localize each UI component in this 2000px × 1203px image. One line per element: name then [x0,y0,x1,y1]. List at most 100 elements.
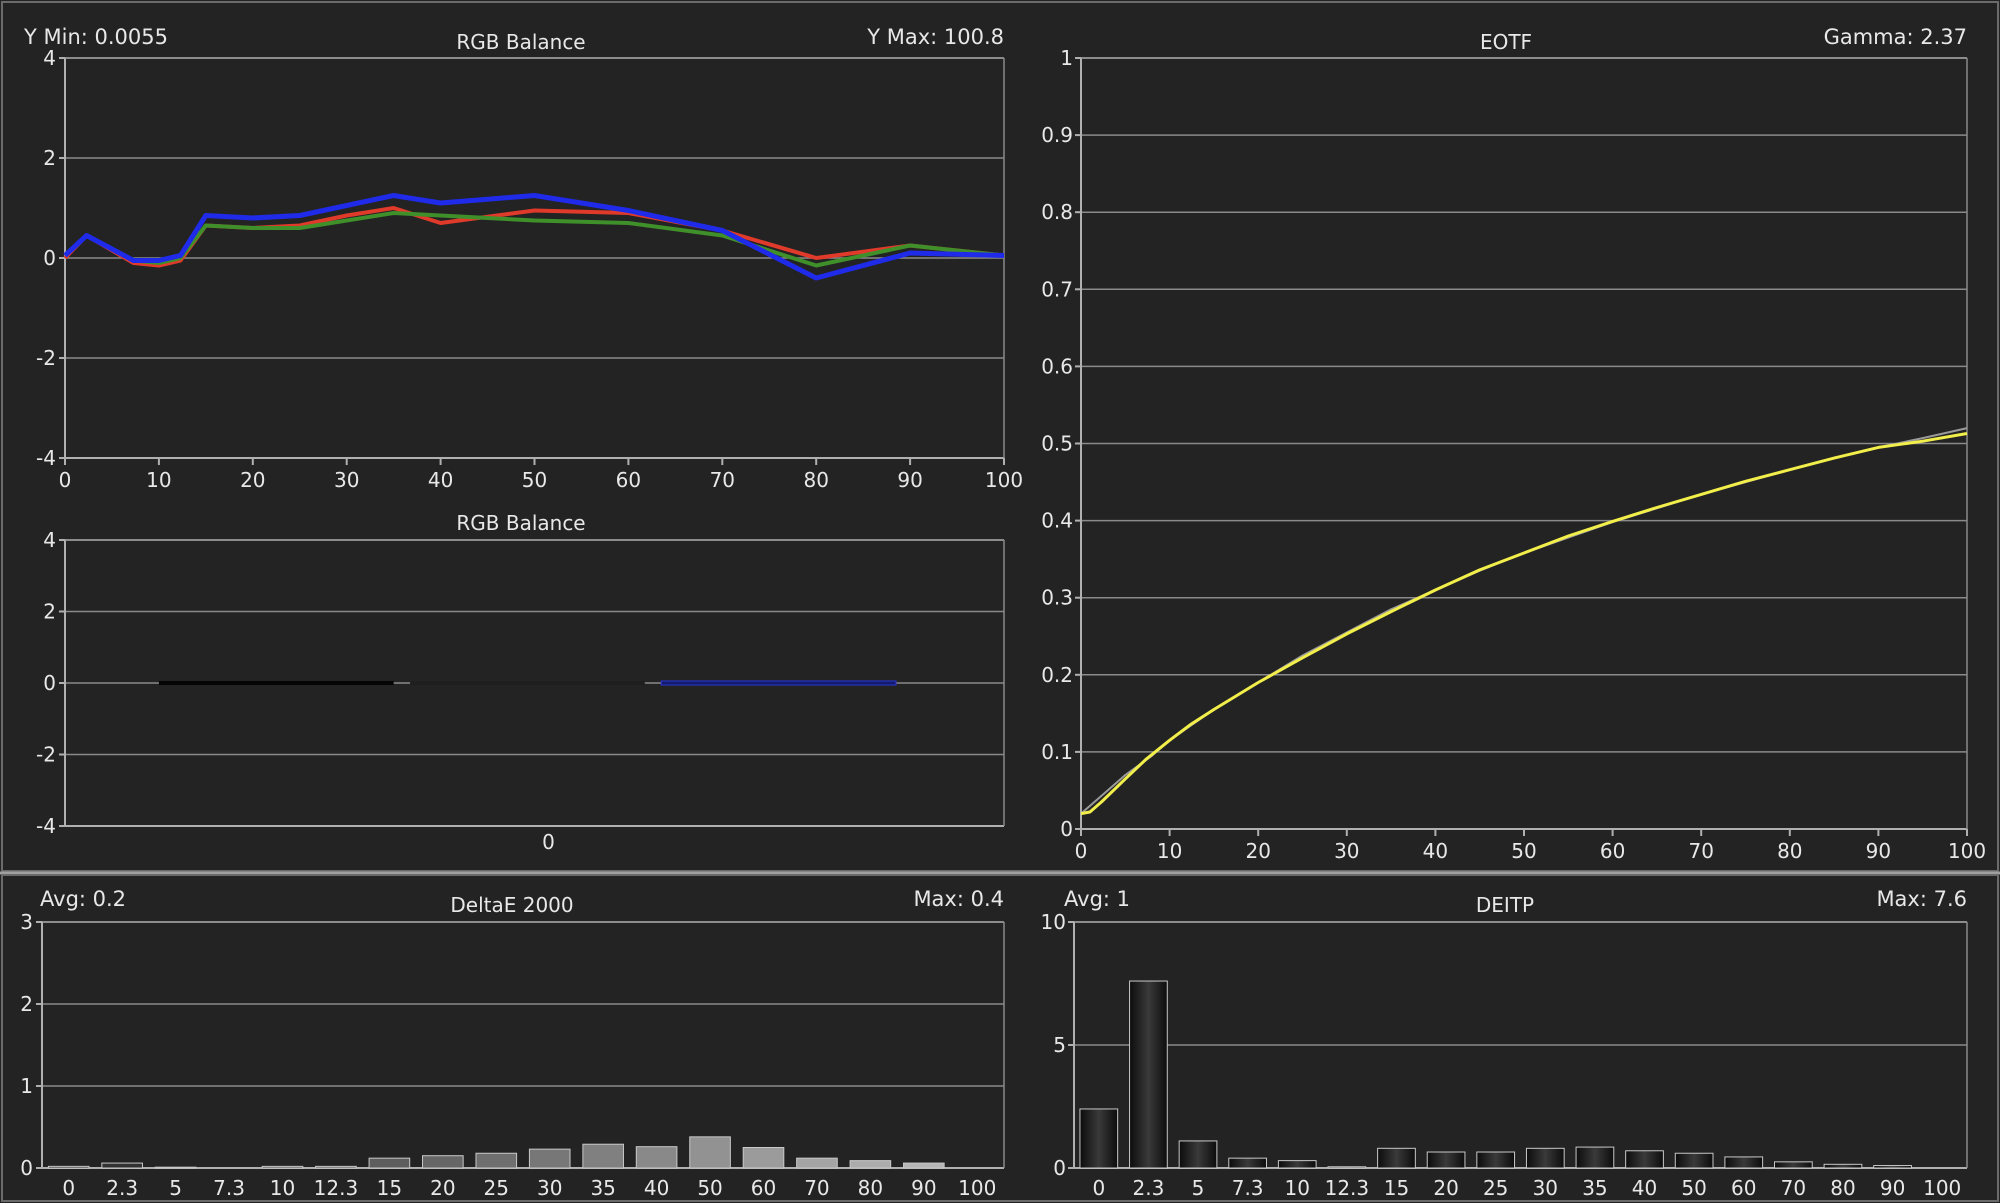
deitp-xtick-label: 5 [1192,1176,1205,1200]
deitp-bar [1724,1156,1764,1169]
de2000-ytick-label: 2 [20,992,33,1016]
de2000-bar [635,1146,678,1169]
de2000-xtick-label: 50 [697,1176,722,1200]
eotf-ytick-label: 0.2 [1041,663,1073,687]
eotf-ytick-label: 0.1 [1041,740,1073,764]
rgb-top-xtick-label: 60 [616,468,641,492]
eotf-xtick-label: 60 [1600,839,1625,863]
rgb-top-xtick-label: 0 [59,468,72,492]
de2000-bar [903,1162,945,1169]
rgb-top-ytick-label: -4 [36,446,56,470]
rgb-bottom-ytick-label: -2 [36,743,56,767]
plot-layer: 420-2-40 10 20 30 40 50 60 70 80 90 100420-2-4010.… [20,46,1986,1200]
deitp-xtick-label: 50 [1681,1176,1706,1200]
de2000-bar [261,1165,304,1169]
de2000-bar [582,1143,624,1169]
rgb-top-ytick-label: 4 [43,46,56,70]
deitp-ytick-label: 10 [1041,910,1066,934]
de2000-ytick-label: 1 [20,1074,33,1098]
rgb-bottom-title: RGB Balance [456,511,585,535]
deitp-bar [1674,1152,1714,1169]
eotf-xtick-label: 0 [1075,839,1088,863]
rgb-top-xtick-label: 100 [985,468,1023,492]
deitp-avg-label: Avg: 1 [1064,887,1130,911]
rgb-bottom-ytick-label: 2 [43,600,56,624]
eotf-ytick-label: 0.4 [1041,509,1073,533]
de2000-xtick-label: 5 [169,1176,182,1200]
deitp-bar [1625,1150,1664,1169]
rgb-top-series-red-line [63,206,1005,268]
rgb-top-xtick-label: 70 [710,468,735,492]
deitp-xtick-label: 40 [1632,1176,1657,1200]
de2000-xtick-label: 0 [62,1176,75,1200]
de2000-xtick-label: 25 [484,1176,509,1200]
deitp-bar [1228,1157,1267,1169]
deitp-ytick-label: 5 [1053,1033,1066,1057]
de2000-bar [742,1147,785,1169]
deitp-xtick-label: 80 [1830,1176,1855,1200]
de2000-ytick-label: 0 [20,1156,33,1180]
eotf-xtick-label: 50 [1511,839,1536,863]
eotf-xtick-label: 20 [1245,839,1270,863]
rgb-bottom-ytick-label: -4 [36,814,56,838]
deitp-bar [1178,1140,1218,1169]
de2000-bar [849,1160,892,1169]
deitp-xtick-label: 15 [1384,1176,1409,1200]
deitp-max-label: Max: 7.6 [1876,887,1967,911]
de2000-xtick-label: 35 [590,1176,615,1200]
rgb-top-xtick-label: 30 [334,468,359,492]
deitp-xtick-label: 10 [1285,1176,1310,1200]
de2000-max-label: Max: 0.4 [913,887,1004,911]
eotf-xtick-label: 70 [1688,839,1713,863]
deitp-xtick-label: 90 [1880,1176,1905,1200]
eotf-title: EOTF [1480,30,1532,54]
rgb-bottom-bar-black [158,681,394,685]
de2000-bar [47,1165,90,1169]
rgb-top-xtick-label: 10 [146,468,171,492]
eotf-xtick-label: 80 [1777,839,1802,863]
eotf-xtick-label: 40 [1423,839,1448,863]
deitp-bar [1377,1147,1416,1169]
deitp-ytick-label: 0 [1053,1156,1066,1180]
rgb-top-xtick-label: 50 [522,468,547,492]
rgb-top-xtick-label: 90 [897,468,922,492]
rgb-top-xtick-label: 20 [240,468,265,492]
deitp-xtick-label: 12.3 [1325,1176,1370,1200]
eotf-ytick-label: 0.6 [1041,354,1073,378]
eotf-ytick-label: 1 [1060,46,1073,70]
deitp-xtick-label: 30 [1533,1176,1558,1200]
de2000-bar [528,1148,571,1169]
eotf-ytick-label: 0.9 [1041,123,1073,147]
rgb-top-xtick-label: 80 [803,468,828,492]
deitp-xtick-label: 100 [1923,1176,1961,1200]
deitp-xtick-label: 70 [1781,1176,1806,1200]
de2000-title: DeltaE 2000 [450,893,573,917]
rgb-top-xtick-label: 40 [428,468,453,492]
de2000-xtick-label: 40 [644,1176,669,1200]
de2000-bar [368,1157,411,1169]
deitp-bar [1079,1108,1119,1169]
de2000-ytick-label: 3 [20,910,33,934]
eotf-xtick-label: 10 [1157,839,1182,863]
eotf-ytick-label: 0.5 [1041,432,1073,456]
de2000-xtick-label: 80 [858,1176,883,1200]
de2000-xtick-label: 30 [537,1176,562,1200]
deitp-xtick-label: 20 [1433,1176,1458,1200]
rgb-bottom-xtick-label: 0 [542,830,555,854]
deitp-xtick-label: 2.3 [1133,1176,1165,1200]
deitp-xtick-label: 7.3 [1232,1176,1264,1200]
de2000-xtick-label: 70 [804,1176,829,1200]
rgb-top-max-label: Y Max: 100.8 [866,25,1004,49]
eotf-ytick-label: 0.7 [1041,277,1073,301]
rgb-top-ytick-label: -2 [36,346,56,370]
eotf-xtick-label: 30 [1334,839,1359,863]
de2000-bar [422,1155,464,1169]
de2000-bar [475,1152,518,1169]
rgb-top-series-blue-line [63,193,1005,281]
de2000-xtick-label: 20 [430,1176,455,1200]
rgb-top-min-label: Y Min: 0.0055 [23,25,168,49]
deitp-bar [1774,1161,1813,1169]
deitp-bar [1277,1160,1317,1169]
eotf-xtick-label: 90 [1866,839,1891,863]
